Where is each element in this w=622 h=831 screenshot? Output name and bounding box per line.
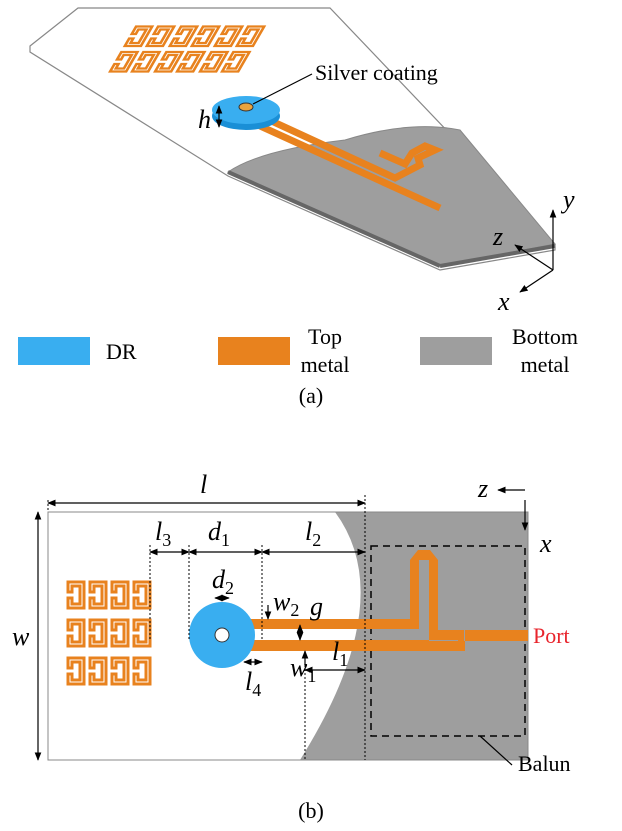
label: Silver coating bbox=[315, 60, 438, 85]
axis-label: y bbox=[560, 185, 575, 214]
dimension: l1 bbox=[332, 637, 348, 670]
axis-label: z bbox=[477, 474, 488, 503]
legend-swatch bbox=[18, 337, 90, 365]
legend-label: DR bbox=[106, 339, 137, 364]
dimension: g bbox=[310, 592, 323, 621]
legend-label: metal bbox=[301, 352, 350, 377]
view-top bbox=[34, 486, 529, 766]
dimension: l bbox=[200, 470, 207, 499]
dimension: w2 bbox=[273, 587, 299, 620]
dimension-labels: l l3 d1 l2 d2 w2 g w w1 l4 l1 z x Port B… bbox=[12, 470, 571, 823]
legend-swatch bbox=[420, 337, 492, 365]
axis-label: z bbox=[492, 222, 503, 251]
dimension: d2 bbox=[212, 565, 234, 598]
caption: (b) bbox=[298, 798, 324, 823]
legend-label: Bottom bbox=[512, 324, 578, 349]
legend-label: metal bbox=[521, 352, 570, 377]
view-3d: Silver coating h y z x bbox=[29, 7, 575, 316]
dimension: w1 bbox=[290, 653, 316, 686]
dimension: l3 bbox=[155, 517, 171, 550]
caption: (a) bbox=[299, 383, 323, 408]
dimension: l2 bbox=[305, 517, 321, 550]
legend: DR Top metal Bottom metal bbox=[18, 324, 578, 377]
dimension: l4 bbox=[245, 667, 261, 700]
label: h bbox=[198, 105, 211, 134]
dimension: w bbox=[12, 622, 30, 651]
port-label: Port bbox=[533, 623, 570, 648]
legend-swatch bbox=[218, 337, 290, 365]
axis-label: x bbox=[497, 287, 510, 316]
axis-label: x bbox=[539, 529, 552, 558]
dimension: d1 bbox=[208, 517, 230, 550]
legend-label: Top bbox=[308, 324, 342, 349]
balun-label: Balun bbox=[518, 751, 571, 776]
